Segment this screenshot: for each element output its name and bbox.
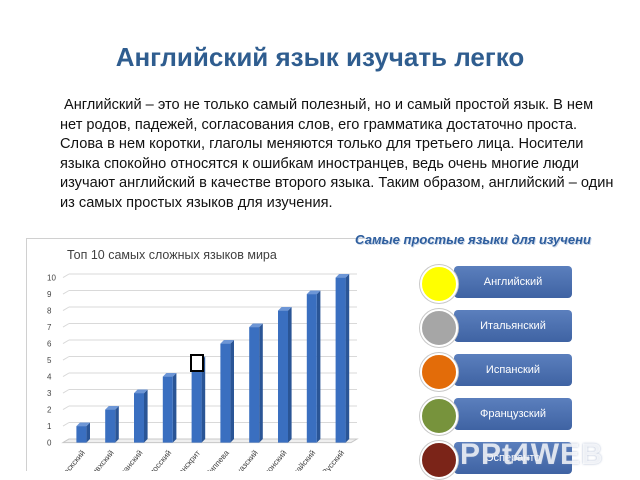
chart-bar-side [316, 290, 321, 443]
chart-bar-side [172, 373, 177, 443]
chart-bar-side [288, 307, 292, 443]
x-category-label: Русский [320, 449, 346, 471]
y-tick-label: 4 [47, 373, 52, 382]
chart-bar-side [259, 323, 263, 443]
chart-bar-top [249, 323, 263, 328]
language-color-circle [420, 441, 458, 479]
chart-bar [335, 277, 346, 443]
chart-gridline-depth [62, 372, 70, 378]
language-label: Французский [454, 398, 572, 430]
chart-bar [162, 376, 173, 443]
chart-title: Топ 10 самых сложных языков мира [67, 248, 277, 262]
chart-bar [278, 310, 288, 443]
chart-gridline-depth [62, 422, 70, 427]
y-tick-label: 0 [47, 439, 52, 448]
chart-bar-side [230, 340, 234, 443]
x-category-label: Санскрит [173, 448, 202, 471]
x-category-label: Китайский [286, 449, 317, 471]
chart-gridline-depth [62, 356, 70, 361]
chart-gridline-depth [62, 389, 70, 394]
y-tick-label: 3 [47, 389, 52, 398]
chart-bar-top [306, 290, 321, 295]
easy-language-item: Испанский [418, 353, 618, 391]
easy-languages-list: Английский Итальянский Испанский Французски… [418, 265, 628, 480]
chart-bar [249, 327, 260, 443]
easy-language-item: Итальянский [418, 309, 618, 347]
hardest-languages-chart: Топ 10 самых сложных языков мира 0 1 2 3 4 5 6… [26, 238, 367, 471]
language-color-circle [420, 397, 458, 435]
text-cursor-icon [190, 354, 204, 372]
x-category-label: Чиппева [204, 448, 232, 471]
y-tick-label: 2 [47, 406, 52, 415]
chart-gridline-depth [62, 405, 70, 411]
chart-gridline-depth [62, 323, 70, 328]
x-category-label: Нивхский [86, 449, 115, 471]
x-category-label: Баскский [58, 449, 87, 471]
y-tick-label: 7 [47, 323, 52, 332]
language-color-circle [420, 353, 458, 391]
chart-bar [191, 360, 202, 443]
easy-language-item: Эсперанто [418, 441, 618, 479]
chart-bar [134, 393, 144, 443]
chart-bar [105, 409, 116, 443]
language-label: Английский [454, 266, 572, 298]
watermark-logo: PPt4WEB [460, 438, 604, 471]
x-category-label: Японский [259, 449, 289, 471]
y-tick-label: 10 [47, 274, 56, 283]
y-tick-label: 1 [47, 422, 52, 431]
chart-bar [306, 294, 317, 443]
chart-bar-top [220, 340, 234, 344]
slide-paragraph: Английский – это не только самый полезны… [60, 97, 614, 211]
x-category-label: Абхазский [228, 449, 259, 471]
chart-bar-top [105, 406, 119, 410]
y-tick-label: 9 [47, 290, 52, 299]
chart-bar-top [134, 389, 148, 394]
chart-bar [220, 343, 231, 443]
chart-bar-side [115, 406, 119, 443]
y-tick-label: 5 [47, 356, 52, 365]
chart-gridline-depth [62, 339, 70, 345]
easy-languages-caption: Самые простые языки для изучени [355, 232, 591, 247]
chart-bar-top [162, 373, 177, 377]
bar-chart-svg: Топ 10 самых сложных языков мира 0 1 2 3 4 5 6… [47, 248, 359, 471]
chart-bar-top [278, 307, 292, 311]
chart-bar-side [345, 274, 350, 443]
easy-language-item: Французский [418, 397, 618, 435]
chart-bar [76, 426, 87, 443]
language-label: Испанский [454, 354, 572, 386]
chart-bar-side [86, 422, 90, 443]
chart-bar-top [335, 274, 350, 278]
chart-gridline-depth [62, 306, 70, 312]
y-tick-label: 8 [47, 307, 52, 316]
chart-gridline-depth [62, 273, 70, 279]
chart-bar-side [144, 389, 148, 443]
easy-language-item: Английский [418, 265, 618, 303]
chart-bar-top [76, 422, 90, 427]
language-color-circle [420, 265, 458, 303]
y-tick-label: 6 [47, 340, 52, 349]
chart-gridline-depth [62, 290, 70, 295]
language-label: Эсперанто [454, 442, 572, 474]
slide-title: Английский язык изучать легко [115, 42, 525, 72]
chart-bar-side [201, 356, 206, 443]
language-label: Итальянский [454, 310, 572, 342]
language-color-circle [420, 309, 458, 347]
